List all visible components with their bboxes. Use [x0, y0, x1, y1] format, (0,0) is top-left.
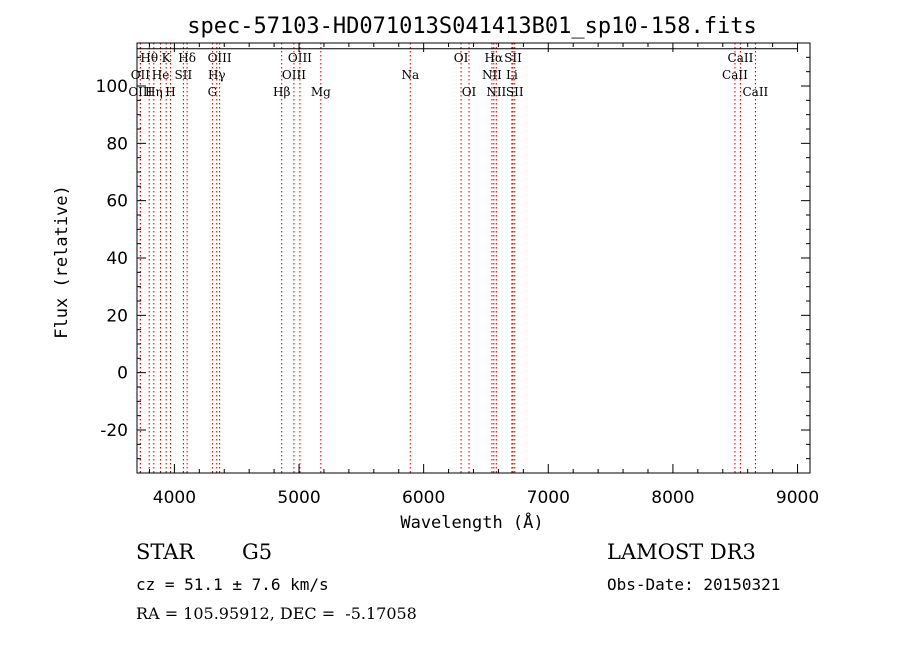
spectral-line-label: Mg: [311, 85, 331, 99]
spectral-line-label: Hβ: [273, 85, 290, 99]
y-tick-label: 80: [106, 134, 128, 154]
spectral-line-label: SII: [175, 68, 193, 82]
y-tick-label: -20: [100, 421, 128, 441]
spectral-line-label: OII: [131, 68, 151, 82]
y-axis-label: Flux (relative): [52, 185, 72, 339]
spectral-line-label: OI: [454, 51, 469, 65]
spectral-line-label: OI: [462, 85, 477, 99]
coordinates: RA = 105.95912, DEC = -5.17058: [136, 604, 417, 623]
spectral-line-label: CaII: [742, 85, 768, 99]
spectral-line-label: He: [152, 68, 170, 82]
redshift-text: cz = 51.1 ± 7.6 km/s: [136, 575, 329, 594]
y-tick-label: 20: [106, 306, 128, 326]
spectral-line-label: Hγ: [208, 68, 226, 82]
y-tick-label: 100: [96, 77, 128, 97]
spectral-line-label: NII: [486, 85, 506, 99]
spectral-line-label: NII: [482, 68, 502, 82]
spectral-line-label: CaII: [722, 68, 748, 82]
x-axis-label: Wavelength (Å): [400, 511, 543, 533]
spectral-line-label: SII: [506, 85, 524, 99]
object-subclass: G5: [242, 540, 273, 564]
x-tick-label: 9000: [776, 488, 819, 508]
spectral-line-label: Hη: [145, 85, 163, 99]
spectral-line-label: H: [165, 85, 175, 99]
x-tick-label: 4000: [153, 488, 196, 508]
spectral-line-label: G: [208, 85, 218, 99]
y-tick-label: 60: [106, 192, 128, 212]
y-axis-ticks: -20 0 20 40 60 80 100: [96, 56, 810, 460]
spectral-line-label: Li: [506, 68, 518, 82]
y-tick-label: 40: [106, 249, 128, 269]
spectral-line-label: OIII: [288, 51, 312, 65]
spectral-line-label: SII: [504, 51, 522, 65]
plot-frame: [136, 42, 811, 474]
obs-date: Obs-Date: 20150321: [607, 575, 781, 594]
spectral-line-label: Hθ: [140, 51, 158, 65]
x-axis-ticks: 4000 5000 6000 7000 8000 9000: [148, 43, 819, 508]
object-class: STAR: [136, 540, 195, 564]
x-tick-label: 7000: [527, 488, 570, 508]
chart-title: spec-57103-HD071013S041413B01_sp10-158.f…: [187, 14, 757, 39]
spectral-line-label: OIII: [208, 51, 232, 65]
spectral-line-markers: [139, 43, 756, 473]
x-tick-label: 5000: [277, 488, 320, 508]
spectral-line-label: CaII: [728, 51, 754, 65]
spectral-line-label: K: [162, 51, 172, 65]
x-tick-label: 8000: [651, 488, 694, 508]
spectral-line-label: Na: [401, 68, 419, 82]
spectral-line-label: OIII: [128, 85, 152, 99]
spectral-line-label: OIII: [282, 68, 306, 82]
y-tick-label: 0: [117, 364, 128, 384]
survey-name: LAMOST DR3: [607, 540, 756, 564]
x-tick-label: 6000: [402, 488, 445, 508]
spectral-line-label: Hδ: [178, 51, 196, 65]
spectral-line-label: Hα: [485, 51, 504, 65]
